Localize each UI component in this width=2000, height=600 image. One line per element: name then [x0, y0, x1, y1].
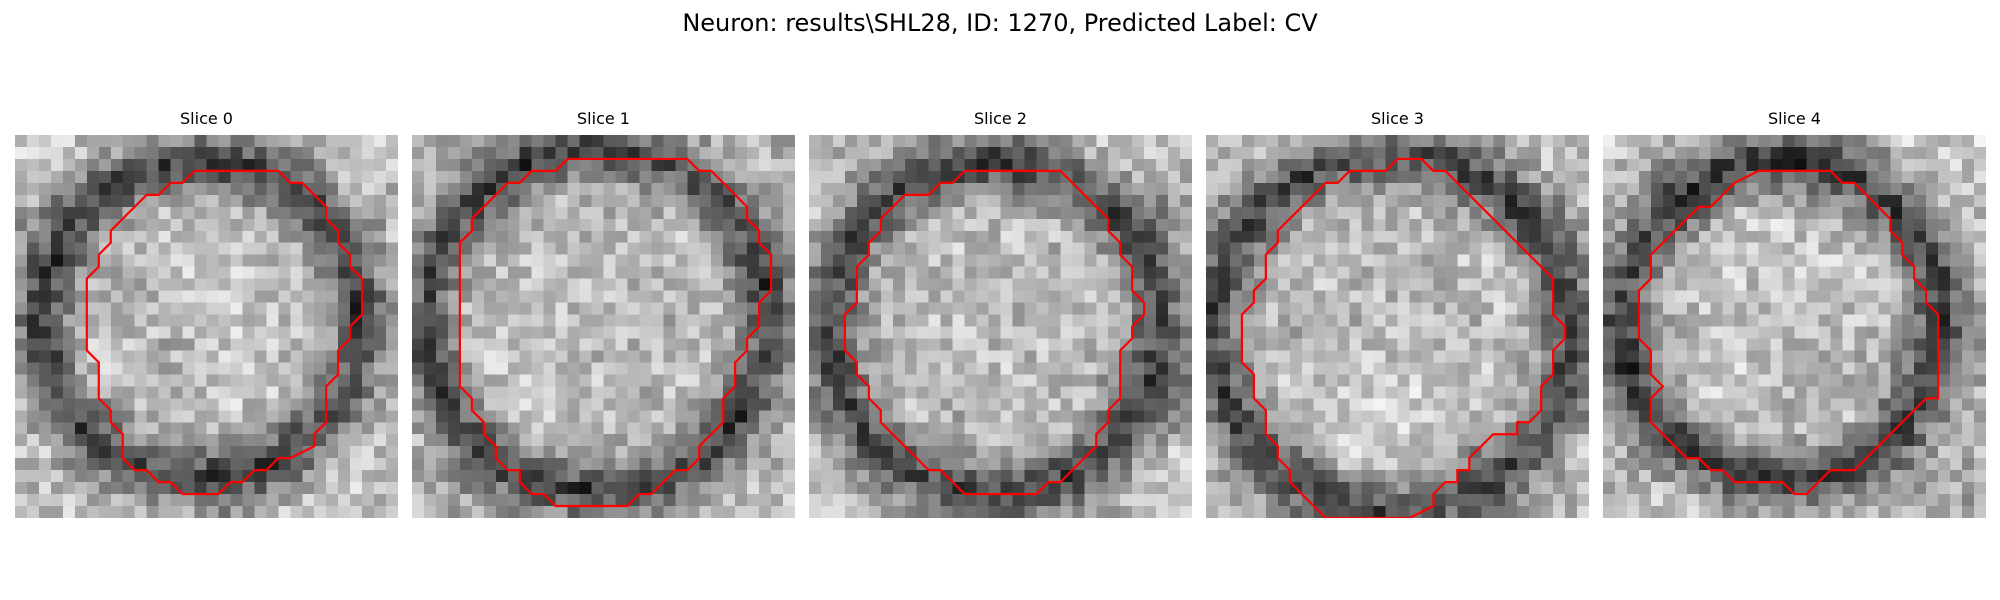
slice-pixels-2 — [809, 135, 1192, 518]
slice-title-4: Slice 4 — [1768, 109, 1821, 128]
slice-image-2 — [809, 135, 1192, 518]
slice-title-0: Slice 0 — [180, 109, 233, 128]
slice-contour-3 — [1242, 159, 1565, 518]
slice-pixels-4 — [1603, 135, 1986, 518]
slice-pixels-3 — [1206, 135, 1589, 518]
slice-title-3: Slice 3 — [1371, 109, 1424, 128]
slice-pixels-1 — [412, 135, 795, 518]
slice-contour-0 — [87, 171, 362, 494]
slice-contour-4 — [1639, 171, 1938, 494]
figure-title: Neuron: results\SHL28, ID: 1270, Predict… — [682, 9, 1318, 37]
slice-image-3 — [1206, 135, 1589, 518]
slice-pixels-0 — [15, 135, 398, 518]
slice-title-1: Slice 1 — [577, 109, 630, 128]
slice-image-4 — [1603, 135, 1986, 518]
slice-image-0 — [15, 135, 398, 518]
slice-image-1 — [412, 135, 795, 518]
slice-contour-1 — [460, 159, 771, 506]
slice-title-2: Slice 2 — [974, 109, 1027, 128]
slice-contour-2 — [845, 171, 1144, 494]
